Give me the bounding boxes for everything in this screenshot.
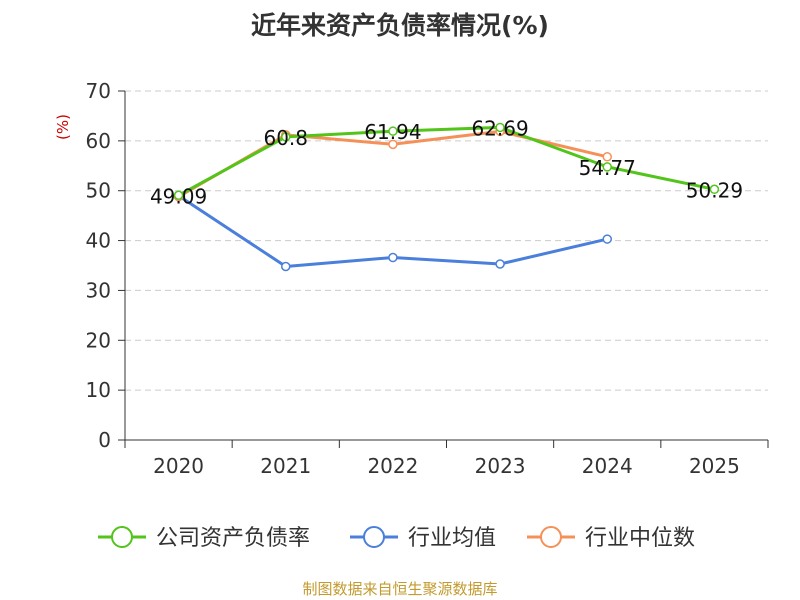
series-point (173, 190, 184, 201)
legend-marker (111, 526, 133, 548)
series-point (602, 152, 612, 162)
x-tick-label: 2025 (689, 454, 740, 478)
x-tick-label: 2021 (260, 454, 311, 478)
data-label: 49.09 (150, 184, 207, 208)
y-tick-label: 30 (86, 278, 111, 302)
series-line (177, 125, 715, 197)
series-point (388, 139, 398, 150)
legend-label: 行业均值 (408, 526, 496, 551)
series-point (602, 234, 612, 244)
series-point (281, 261, 291, 272)
data-label: 54.77 (579, 156, 636, 180)
chart-title: 近年来资产负债率情况(%) (251, 11, 549, 40)
y-axis-label: (%) (54, 114, 72, 140)
x-tick-label: 2024 (582, 454, 633, 478)
series-point (388, 252, 398, 263)
x-tick-label: 2023 (475, 454, 526, 478)
legend-label: 行业中位数 (585, 526, 695, 551)
series-point (709, 184, 720, 195)
series-point (281, 132, 291, 142)
legend-marker (363, 526, 385, 548)
y-tick-label: 20 (86, 328, 111, 352)
data-label: 50.29 (686, 178, 743, 202)
y-tick-label: 10 (86, 378, 111, 402)
y-tick-label: 0 (98, 428, 111, 452)
y-tick-label: 60 (86, 129, 111, 153)
x-tick-label: 2022 (367, 454, 418, 478)
chart-source: 制图数据来自恒生聚源数据库 (302, 580, 498, 598)
data-label: 60.8 (263, 126, 308, 150)
series-point (495, 259, 505, 269)
series-point (388, 126, 398, 136)
series-point (602, 162, 612, 172)
data-label: 62.69 (471, 116, 528, 140)
data-label: 61.94 (364, 120, 421, 144)
y-tick-label: 40 (86, 229, 111, 253)
y-tick-label: 50 (86, 179, 111, 203)
series-point (495, 122, 505, 133)
legend-label: 公司资产负债率 (156, 526, 310, 551)
legend-marker (540, 526, 562, 548)
y-tick-label: 70 (86, 79, 111, 103)
x-tick-label: 2020 (153, 454, 204, 478)
